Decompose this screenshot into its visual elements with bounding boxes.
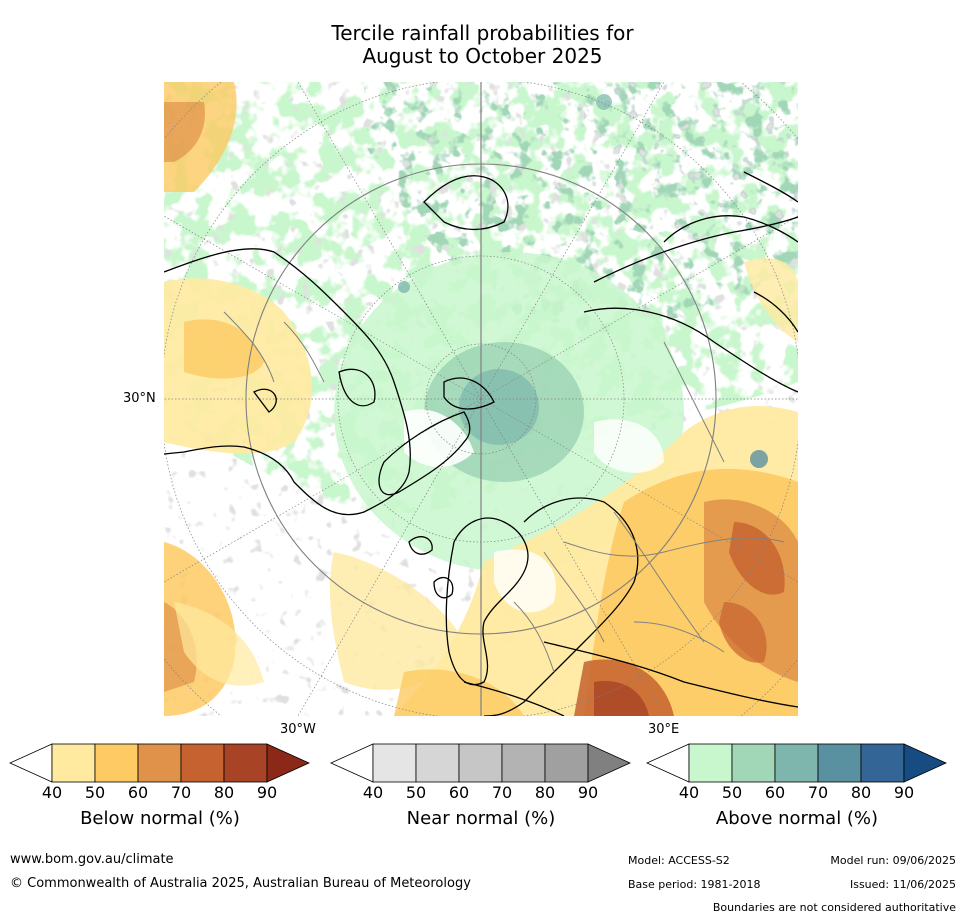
colorbar-above-swatch-6 [903,743,947,783]
colorbar-below-tick-70: 70 [170,783,192,802]
longitude-label-30w: 30°W [280,722,316,737]
colorbar-near-tick-90: 90 [577,783,599,802]
colorbar-below-swatch-6 [266,743,310,783]
title-line-1: Tercile rainfall probabilities for [331,21,634,45]
colorbar-below-swatch-0 [9,743,53,783]
colorbar-above-label: Above normal (%) [715,808,879,829]
colorbar-below-normal [9,743,310,783]
colorbar-below-tick-50: 50 [84,783,106,802]
colorbar-near-normal [330,743,631,783]
colorbar-near-tick-60: 60 [448,783,470,802]
colorbar-near-tick-80: 80 [534,783,556,802]
colorbar-below-swatch-4 [180,743,225,783]
colorbar-below-swatch-5 [223,743,268,783]
arctic-circle [245,163,717,635]
colorbar-below-swatch-1 [51,743,96,783]
colorbar-near-tick-40: 40 [362,783,384,802]
longitude-label-30e: 30°E [648,722,680,737]
colorbar-near-swatch-3 [458,743,503,783]
colorbar-below-tick-80: 80 [213,783,235,802]
coastlines [164,171,798,716]
colorbar-below-swatch-2 [94,743,139,783]
colorbar-below-swatch-3 [137,743,182,783]
issued-date: Issued: 11/06/2025 [849,878,956,891]
model-name: Model: ACCESS-S2 [628,854,730,867]
colorbar-above-swatch-2 [731,743,776,783]
colorbar-above-swatch-0 [646,743,690,783]
colorbar-near-tick-70: 70 [491,783,513,802]
colorbar-above-tick-90: 90 [893,783,915,802]
colorbar-near-tick-50: 50 [405,783,427,802]
title-line-2: August to October 2025 [362,44,603,68]
boundaries-disclaimer: Boundaries are not considered authoritat… [712,901,956,914]
colorbar-below-tick-60: 60 [127,783,149,802]
model-run-date: Model run: 09/06/2025 [830,854,956,867]
colorbar-near-swatch-6 [587,743,631,783]
colorbar-above-swatch-5 [860,743,905,783]
below-normal-field [164,82,798,716]
colorbar-above-tick-70: 70 [807,783,829,802]
colorbar-near-swatch-4 [501,743,546,783]
colorbar-near-swatch-2 [415,743,460,783]
country-borders [223,311,785,673]
rainfall-probability-map[interactable] [164,82,798,716]
colorbar-above-swatch-3 [774,743,819,783]
colorbar-above-tick-40: 40 [678,783,700,802]
colorbar-above-normal [646,743,947,783]
colorbar-above-swatch-1 [688,743,733,783]
colorbar-near-swatch-0 [330,743,374,783]
colorbar-below-tick-40: 40 [41,783,63,802]
colorbar-above-tick-60: 60 [764,783,786,802]
colorbar-near-swatch-5 [544,743,589,783]
base-period: Base period: 1981-2018 [628,878,761,891]
copyright-text: © Commonwealth of Australia 2025, Austra… [10,876,471,891]
latitude-label-30n: 30°N [123,391,156,406]
website-link[interactable]: www.bom.gov.au/climate [10,852,174,867]
colorbar-below-label: Below normal (%) [80,808,240,829]
colorbar-above-tick-50: 50 [721,783,743,802]
colorbar-near-swatch-1 [372,743,417,783]
colorbar-below-tick-90: 90 [256,783,278,802]
colorbar-above-tick-80: 80 [850,783,872,802]
colorbar-near-label: Near normal (%) [406,808,556,829]
colorbar-above-swatch-4 [817,743,862,783]
